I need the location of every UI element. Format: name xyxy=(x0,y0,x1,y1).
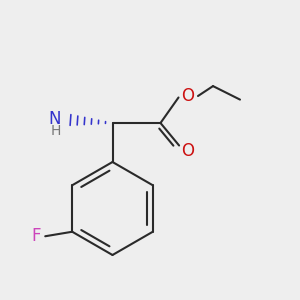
Text: N: N xyxy=(49,110,61,128)
Text: H: H xyxy=(51,124,61,137)
Text: O: O xyxy=(182,142,195,160)
Text: F: F xyxy=(31,227,40,245)
Text: O: O xyxy=(182,87,195,105)
